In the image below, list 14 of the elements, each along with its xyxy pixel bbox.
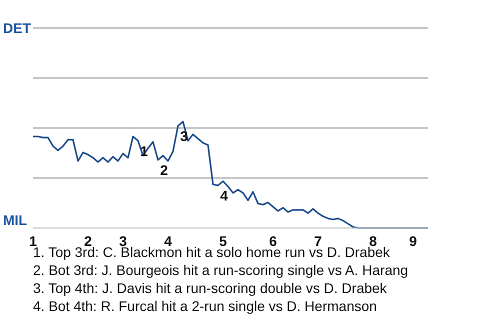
x-tick-label: 5	[219, 232, 228, 249]
text: MIL	[3, 212, 28, 228]
text: 3. Top 4th: J. Davis hit a run-scoring double vs D. Drabek	[33, 279, 388, 297]
annotation: 2	[160, 162, 168, 178]
text: 2. Bot 3rd: J. Bourgeois hit a run-scoring single vs A. Harang	[33, 261, 408, 279]
text: 4. Bot 4th: R. Furcal hit a 2-run single vs D. Hermanson	[33, 297, 378, 315]
x-tick-label: 6	[269, 232, 278, 249]
x-tick-label: 2	[84, 232, 92, 249]
annotation: 4	[220, 187, 228, 204]
x-tick-label: 9	[409, 232, 418, 249]
text: DET	[3, 20, 31, 36]
x-tick-label: 8	[369, 232, 378, 249]
x-tick-label: 4	[164, 232, 172, 249]
x-tick-label: 7	[314, 232, 322, 249]
